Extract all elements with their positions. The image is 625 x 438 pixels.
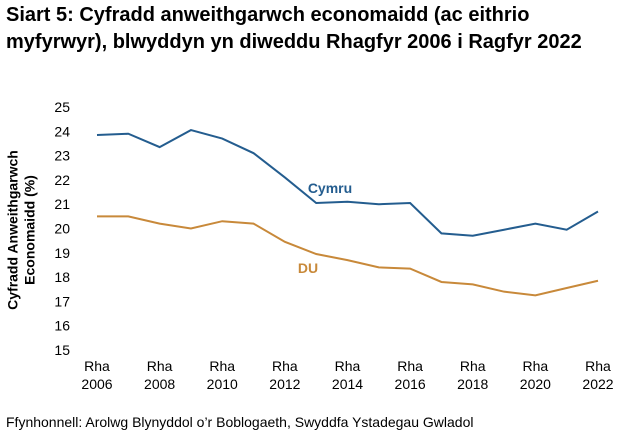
y-tick-label: 17 xyxy=(54,293,70,309)
x-tick-label: Rha 2012 xyxy=(269,358,300,392)
y-tick-label: 21 xyxy=(54,196,70,212)
y-axis-label: Cyfradd AnweithgarwchEconomaidd (%) xyxy=(5,150,38,310)
series-line xyxy=(96,129,599,237)
x-tick-label: Rha 2022 xyxy=(582,358,613,392)
x-tick-label: Rha 2014 xyxy=(332,358,363,392)
source-note: Ffynhonnell: Arolwg Blynyddol o’r Boblog… xyxy=(6,414,474,430)
chart-title: Siart 5: Cyfradd anweithgarwch economaid… xyxy=(6,4,582,53)
x-tick-label: Rha 2020 xyxy=(520,358,551,392)
x-tick-label: Rha 2016 xyxy=(395,358,426,392)
y-tick-label: 19 xyxy=(54,245,70,261)
y-tick-label: 24 xyxy=(54,123,70,139)
y-tick-label: 15 xyxy=(54,342,70,358)
x-tick-label: Rha 2018 xyxy=(457,358,488,392)
y-tick-label: 16 xyxy=(54,318,70,334)
x-tick-label: Rha 2008 xyxy=(144,358,175,392)
x-tick-label: Rha 2010 xyxy=(207,358,238,392)
x-tick-label: Rha 2006 xyxy=(81,358,112,392)
y-tick-label: 18 xyxy=(54,269,70,285)
y-tick-label: 23 xyxy=(54,148,70,164)
series-label: Cymru xyxy=(308,180,352,196)
y-tick-label: 25 xyxy=(54,99,70,115)
series-label: DU xyxy=(298,260,318,276)
y-tick-label: 22 xyxy=(54,172,70,188)
y-tick-label: 20 xyxy=(54,221,70,237)
series-line xyxy=(97,215,599,297)
